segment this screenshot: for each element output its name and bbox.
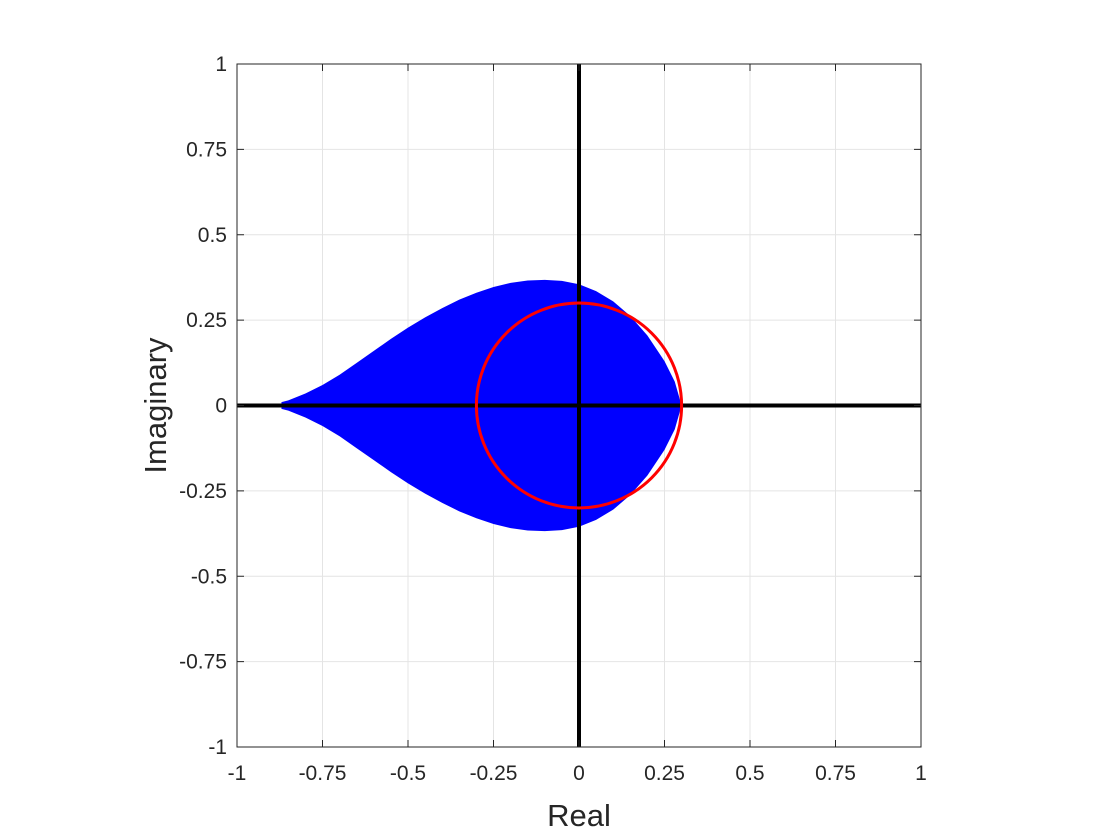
- x-tick-label: -1: [228, 762, 247, 785]
- x-tick-label: -0.25: [470, 762, 518, 785]
- x-axis-title: Real: [547, 798, 611, 833]
- y-tick-label: 1: [215, 53, 227, 76]
- y-tick-label: 0: [215, 395, 227, 418]
- x-tick-label: 1: [915, 762, 927, 785]
- x-tick-label: 0.25: [644, 762, 685, 785]
- x-tick-label: -0.5: [390, 762, 426, 785]
- x-tick-label: 0.5: [735, 762, 764, 785]
- y-tick-label: 0.5: [198, 224, 227, 247]
- plot-area: -1 -0.75 -0.5 -0.25 0 0.25 0.5 0.75 1 -1 -0.75 -0.5…: [179, 53, 927, 785]
- y-tick-label: -0.25: [179, 480, 227, 503]
- y-axis-title: Imaginary: [138, 337, 173, 474]
- x-tick-label: -0.75: [299, 762, 347, 785]
- x-tick-label: 0: [573, 762, 585, 785]
- red-circle: [474, 301, 684, 510]
- y-tick-label: 0.75: [186, 138, 227, 161]
- y-tick-label: -0.5: [191, 565, 227, 588]
- y-tick-label: -1: [208, 736, 227, 759]
- x-tick-label: 0.75: [815, 762, 856, 785]
- y-tick-label: -0.75: [179, 651, 227, 674]
- y-tick-label: 0.25: [186, 309, 227, 332]
